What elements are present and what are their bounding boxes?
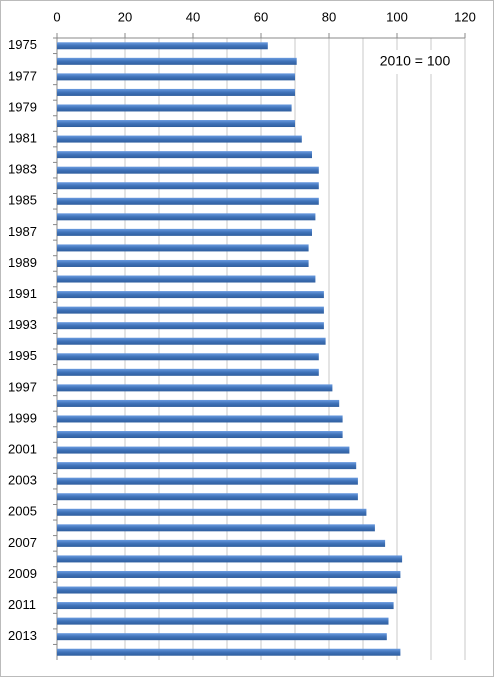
bar (57, 306, 324, 314)
x-tick-label: 100 (386, 9, 408, 24)
y-tick-label: 2007 (8, 535, 37, 550)
bar (57, 73, 295, 81)
bar (57, 586, 397, 594)
bar (57, 259, 309, 267)
bar (57, 399, 340, 407)
bar (57, 337, 326, 345)
bar (57, 384, 333, 392)
bar (57, 368, 319, 376)
bar (57, 508, 367, 516)
bar (57, 42, 268, 50)
bar (57, 524, 375, 532)
y-tick-label: 2001 (8, 442, 37, 457)
bar (57, 602, 394, 610)
y-tick-label: 1997 (8, 379, 37, 394)
x-tick-label: 20 (118, 9, 132, 24)
bar (57, 275, 316, 283)
bar (57, 228, 312, 236)
bar (57, 633, 387, 641)
bar (57, 166, 319, 174)
y-tick-label: 1975 (8, 37, 37, 52)
y-tick-label: 2005 (8, 504, 37, 519)
bar (57, 493, 358, 501)
y-tick-label: 1989 (8, 255, 37, 270)
y-tick-label: 2013 (8, 628, 37, 643)
bar (57, 151, 312, 159)
y-tick-label: 1991 (8, 286, 37, 301)
bar (57, 462, 357, 470)
labels: 0 20 40 60 80 100 120 1975 1977 1979 1981 1983 1985 1… (8, 9, 476, 643)
annotation: 2010 = 100 (380, 53, 451, 69)
x-tick-label: 60 (254, 9, 268, 24)
y-tick-label: 2009 (8, 566, 37, 581)
bar (57, 570, 401, 578)
x-tick-label: 80 (322, 9, 336, 24)
y-tick-label: 1981 (8, 131, 37, 146)
bar (57, 477, 358, 485)
y-tick-label: 1979 (8, 99, 37, 114)
y-tick-label: 1987 (8, 224, 37, 239)
x-tick-label: 0 (53, 9, 60, 24)
bar (57, 353, 319, 361)
bar (57, 415, 343, 423)
bar (57, 291, 324, 299)
bar (57, 182, 319, 190)
bar (57, 431, 343, 439)
bar (57, 555, 403, 563)
bar (57, 322, 324, 330)
annotation-box (368, 50, 462, 74)
bar (57, 213, 316, 221)
y-tick-label: 1995 (8, 348, 37, 363)
bar (57, 135, 302, 143)
bar (57, 648, 401, 656)
y-tick-label: 2011 (8, 597, 36, 612)
y-tick-label: 2003 (8, 473, 37, 488)
bar (57, 104, 292, 112)
bar (57, 539, 386, 547)
bar (57, 244, 309, 252)
y-tick-label: 1983 (8, 162, 37, 177)
bar (57, 120, 295, 128)
bar (57, 88, 295, 96)
y-tick-label: 1999 (8, 410, 37, 425)
x-tick-label: 120 (454, 9, 476, 24)
bar (57, 617, 389, 625)
bar (57, 57, 297, 65)
y-tick-label: 1985 (8, 193, 37, 208)
y-tick-label: 1977 (8, 68, 37, 83)
bar (57, 446, 350, 454)
bars (57, 42, 403, 656)
x-tick-label: 40 (186, 9, 200, 24)
bar (57, 197, 319, 205)
y-tick-label: 1993 (8, 317, 37, 332)
